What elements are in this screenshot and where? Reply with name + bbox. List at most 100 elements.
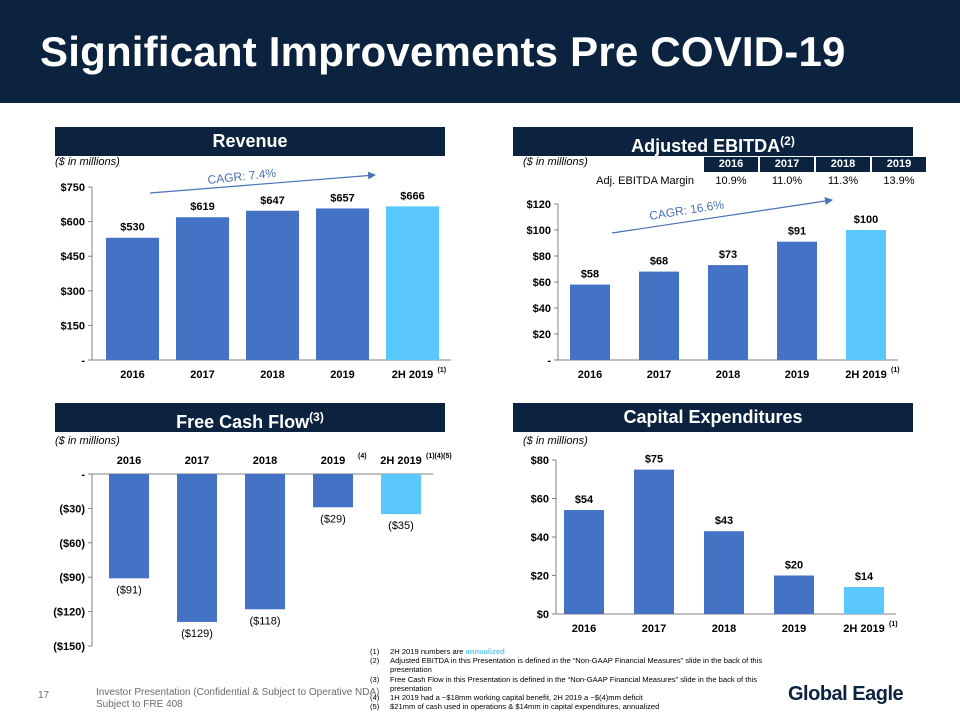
ebitda-bar xyxy=(639,271,679,360)
capex-y-tick-label: $60 xyxy=(531,494,549,506)
fcf-value-label: ($118) xyxy=(250,615,281,627)
fcf-bar xyxy=(313,474,353,508)
footnote-4: (4) 1H 2019 had a ~$18mm working capital … xyxy=(370,693,780,702)
revenue-value-label: $530 xyxy=(120,222,144,234)
ebitda-category-label: 2018 xyxy=(716,369,740,381)
fcf-value-label: ($129) xyxy=(181,628,213,640)
confidential-line-1: Investor Presentation (Confidential & Su… xyxy=(96,687,380,698)
capex-value-label: $75 xyxy=(645,454,663,466)
capex-value-label: $43 xyxy=(715,515,733,527)
ebitda-y-tick-label: $40 xyxy=(533,303,551,315)
ebitda-title-text: Adjusted EBITDA xyxy=(631,136,781,156)
fcf-y-tick-label: ($120) xyxy=(53,607,85,619)
ebitda-y-tick-label: - xyxy=(547,355,551,367)
capex-category-label: 2016 xyxy=(572,623,596,635)
capex-value-label: $20 xyxy=(785,560,803,572)
footnote-5: (5) $21mm of cash used in operations & $1… xyxy=(370,702,780,711)
fcf-category-label: 2019 xyxy=(321,455,345,467)
revenue-bar xyxy=(176,217,229,360)
ebitda-category-label: 2016 xyxy=(578,369,602,381)
fcf-value-label: ($91) xyxy=(116,584,142,596)
page-number: 17 xyxy=(38,690,50,701)
capex-category-label: 2017 xyxy=(642,623,666,635)
capex-bar xyxy=(704,531,744,614)
revenue-y-tick-label: $300 xyxy=(61,286,85,298)
revenue-value-label: $657 xyxy=(330,192,354,204)
fcf-category-label: 2017 xyxy=(185,455,209,467)
ebitda-cagr-arrow xyxy=(611,197,833,234)
ebitda-value-label: $68 xyxy=(650,256,668,268)
footnote-highlight: annualized xyxy=(465,647,505,656)
fcf-panel-title: Free Cash Flow(3) xyxy=(55,403,445,432)
footnote-text: Adjusted EBITDA in this Presentation is … xyxy=(390,656,763,675)
capex-category-label: 2018 xyxy=(712,623,736,635)
ebitda-value-label: $73 xyxy=(719,249,737,261)
footnote-2: (2) Adjusted EBITDA in this Presentation … xyxy=(370,656,780,674)
revenue-y-tick-label: $450 xyxy=(61,251,85,263)
revenue-value-label: $666 xyxy=(400,190,424,202)
revenue-bar xyxy=(386,206,439,360)
footnote-text: 1H 2019 had a ~$18mm working capital ben… xyxy=(390,693,643,703)
confidential-notice: Investor Presentation (Confidential & Su… xyxy=(96,687,379,711)
margin-year-header: 2016 xyxy=(704,157,758,172)
revenue-cagr-arrow xyxy=(149,171,376,194)
capex-y-tick-label: $0 xyxy=(537,609,549,621)
capex-value-label: $14 xyxy=(855,571,874,583)
fcf-y-tick-label: - xyxy=(81,469,85,481)
capex-bar xyxy=(844,587,884,614)
margin-year-header: 2019 xyxy=(872,157,926,172)
fcf-bar xyxy=(381,474,421,515)
revenue-category-label: 2017 xyxy=(190,369,214,381)
footnote-number: (4) xyxy=(370,693,380,703)
ebitda-category-label: 2017 xyxy=(647,369,671,381)
capex-category-footnote: (1) xyxy=(889,621,898,628)
ebitda-title-footnote: (2) xyxy=(780,134,795,148)
footnote-text: 2H 2019 numbers are xyxy=(390,647,466,656)
footnotes: (1) 2H 2019 numbers are annualized (2) Adj… xyxy=(370,647,780,711)
footnote-1: (1) 2H 2019 numbers are annualized xyxy=(370,647,780,656)
margin-value: 11.3% xyxy=(827,175,859,187)
ebitda-category-footnote: (1) xyxy=(891,367,900,374)
title-bar: Significant Improvements Pre COVID-19 xyxy=(0,0,960,103)
footnote-number: (3) xyxy=(370,674,380,684)
ebitda-units: ($ in millions) xyxy=(523,156,588,168)
revenue-category-label: 2H 2019 xyxy=(392,369,434,381)
revenue-category-label: 2019 xyxy=(330,369,354,381)
ebitda-category-label: 2H 2019 xyxy=(845,369,887,381)
revenue-y-tick-label: - xyxy=(81,355,85,367)
fcf-bar xyxy=(109,474,149,579)
ebitda-y-tick-label: $20 xyxy=(533,329,551,341)
capex-units: ($ in millions) xyxy=(523,435,588,447)
ebitda-bar xyxy=(570,284,610,360)
footnote-number: (1) xyxy=(370,647,380,656)
fcf-y-tick-label: ($90) xyxy=(59,572,85,584)
revenue-bar xyxy=(246,210,299,360)
revenue-category-label: 2018 xyxy=(260,369,284,381)
revenue-y-tick-label: $150 xyxy=(61,320,85,332)
ebitda-cagr-label: CAGR: 16.6% xyxy=(648,197,725,223)
ebitda-y-tick-label: $120 xyxy=(527,199,551,211)
fcf-value-label: ($35) xyxy=(388,520,414,532)
fcf-category-label: 2H 2019 xyxy=(380,455,422,467)
ebitda-bar xyxy=(708,265,748,360)
revenue-value-label: $647 xyxy=(260,195,284,207)
fcf-bar xyxy=(245,474,285,610)
margin-year-header: 2018 xyxy=(816,157,870,172)
revenue-y-tick-label: $750 xyxy=(61,182,85,194)
footnote-number: (2) xyxy=(370,656,380,666)
margin-value: 10.9% xyxy=(715,175,747,187)
capex-y-tick-label: $20 xyxy=(531,571,549,583)
ebitda-value-label: $58 xyxy=(581,269,599,281)
capex-bar xyxy=(564,510,604,614)
fcf-y-tick-label: ($30) xyxy=(59,503,85,515)
company-logo: Global Eagle xyxy=(788,683,904,705)
margin-value: 11.0% xyxy=(771,175,803,187)
revenue-units: ($ in millions) xyxy=(55,156,120,168)
capex-title-text: Capital Expenditures xyxy=(623,407,803,427)
ebitda-bar xyxy=(846,230,886,360)
margin-value: 13.9% xyxy=(883,175,915,187)
fcf-category-footnote: (4) xyxy=(358,453,367,460)
ebitda-value-label: $100 xyxy=(854,214,878,226)
footnote-number: (5) xyxy=(370,702,380,712)
capex-category-label: 2H 2019 xyxy=(843,623,885,635)
